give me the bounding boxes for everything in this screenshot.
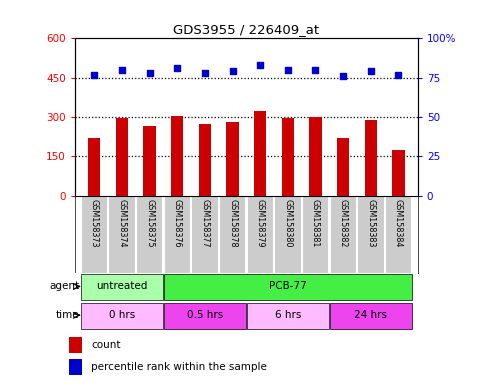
Point	[228, 68, 236, 74]
Bar	[164, 274, 412, 300]
Text: GSM158381: GSM158381	[311, 199, 320, 247]
Text: GSM158383: GSM158383	[366, 199, 375, 247]
Bar	[247, 196, 273, 273]
Bar	[302, 196, 328, 273]
Bar	[81, 274, 163, 300]
Text: 0 hrs: 0 hrs	[109, 310, 135, 320]
Text: GSM158382: GSM158382	[339, 199, 348, 247]
Bar	[191, 196, 217, 273]
Text: untreated: untreated	[96, 281, 148, 291]
Bar	[247, 303, 329, 329]
Bar	[392, 150, 405, 196]
Text: GSM158384: GSM158384	[394, 199, 403, 247]
Bar	[365, 120, 377, 196]
Bar	[274, 196, 300, 273]
Text: GSM158379: GSM158379	[256, 199, 265, 248]
Text: GSM158376: GSM158376	[173, 199, 182, 247]
Text: percentile rank within the sample: percentile rank within the sample	[91, 362, 267, 372]
Text: GDS3955 / 226409_at: GDS3955 / 226409_at	[173, 23, 319, 36]
Point	[284, 67, 292, 73]
Point	[146, 70, 154, 76]
Bar	[143, 126, 156, 196]
Bar	[88, 138, 100, 196]
Point	[201, 70, 209, 76]
Bar	[69, 337, 82, 353]
Bar	[337, 138, 349, 196]
Point	[90, 71, 98, 78]
Bar	[164, 196, 190, 273]
Bar	[81, 196, 107, 273]
Point	[256, 62, 264, 68]
Bar	[115, 118, 128, 196]
Bar	[329, 303, 412, 329]
Text: agent: agent	[49, 281, 80, 291]
Text: GSM158374: GSM158374	[117, 199, 127, 247]
Bar	[164, 303, 246, 329]
Bar	[309, 117, 322, 196]
Bar	[329, 196, 356, 273]
Text: 0.5 hrs: 0.5 hrs	[187, 310, 223, 320]
Text: 24 hrs: 24 hrs	[354, 310, 387, 320]
Text: GSM158378: GSM158378	[228, 199, 237, 247]
Text: GSM158380: GSM158380	[284, 199, 292, 247]
Text: GSM158375: GSM158375	[145, 199, 154, 248]
Bar	[199, 124, 211, 196]
Bar	[385, 196, 411, 273]
Bar	[171, 116, 184, 196]
Bar	[136, 196, 162, 273]
Point	[395, 71, 402, 78]
Text: count: count	[91, 340, 121, 350]
Bar	[226, 122, 239, 196]
Point	[173, 65, 181, 71]
Bar	[219, 196, 245, 273]
Text: GSM158373: GSM158373	[90, 199, 99, 247]
Point	[339, 73, 347, 79]
Bar	[81, 303, 163, 329]
Bar	[69, 359, 82, 375]
Bar	[254, 111, 267, 196]
Point	[312, 67, 319, 73]
Text: GSM158377: GSM158377	[200, 199, 209, 248]
Text: time: time	[56, 310, 80, 320]
Point	[118, 67, 126, 73]
Bar	[357, 196, 384, 273]
Point	[367, 68, 375, 74]
Text: PCB-77: PCB-77	[269, 281, 307, 291]
Text: 6 hrs: 6 hrs	[275, 310, 301, 320]
Bar	[108, 196, 135, 273]
Bar	[282, 118, 294, 196]
